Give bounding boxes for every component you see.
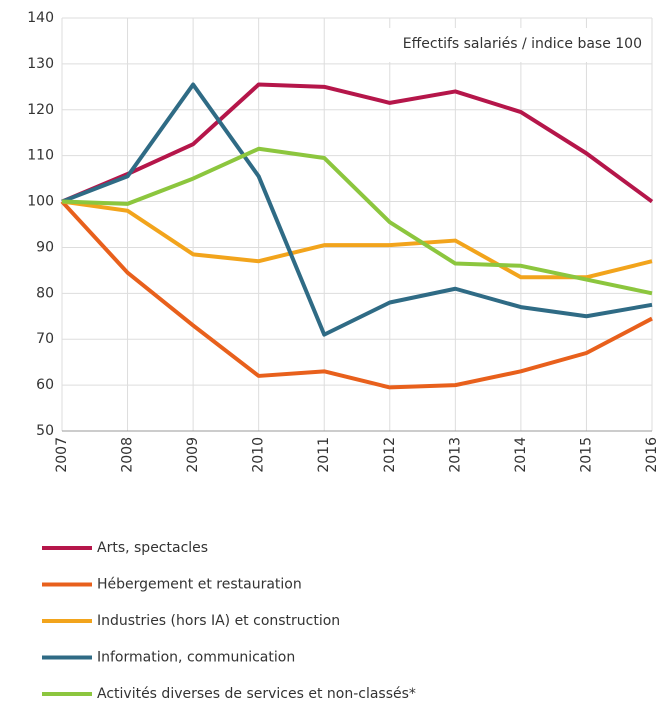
annotation: Effectifs salariés / indice base 100 (403, 36, 642, 52)
y-tick-label: 110 (27, 148, 54, 164)
series-line (60, 200, 653, 390)
x-tick-label: 2008 (120, 437, 136, 473)
legend-label: Activités diverses de services et non-cl… (97, 686, 416, 702)
x-tick-label: 2012 (382, 437, 398, 473)
legend-label: Hébergement et restauration (97, 577, 302, 593)
legend-label: Arts, spectacles (97, 540, 208, 556)
x-tick-label: 2013 (447, 437, 463, 473)
series-line (61, 82, 653, 337)
annotation-box (330, 28, 648, 62)
x-tick-label: 2007 (54, 437, 70, 473)
x-tick-label: 2010 (251, 437, 267, 473)
y-tick-label: 100 (27, 194, 54, 210)
y-tick-label: 80 (36, 285, 54, 301)
legend-label: Information, communication (97, 650, 295, 666)
x-tick-label: 2016 (644, 437, 660, 473)
series-line (61, 82, 654, 204)
series-line (61, 199, 653, 280)
series-line (61, 146, 653, 296)
y-tick-label: 90 (36, 239, 54, 255)
y-tick-label: 70 (36, 331, 54, 347)
x-tick-label: 2011 (316, 437, 332, 473)
x-tick-label: 2009 (185, 437, 201, 473)
y-tick-label: 50 (36, 423, 54, 439)
x-tick-label: 2015 (578, 437, 594, 473)
y-tick-label: 130 (27, 56, 54, 72)
y-tick-label: 60 (36, 377, 54, 393)
y-tick-label: 120 (27, 102, 54, 118)
y-tick-label: 140 (27, 10, 54, 26)
x-tick-label: 2014 (513, 437, 529, 473)
legend-label: Industries (hors IA) et construction (97, 613, 340, 629)
